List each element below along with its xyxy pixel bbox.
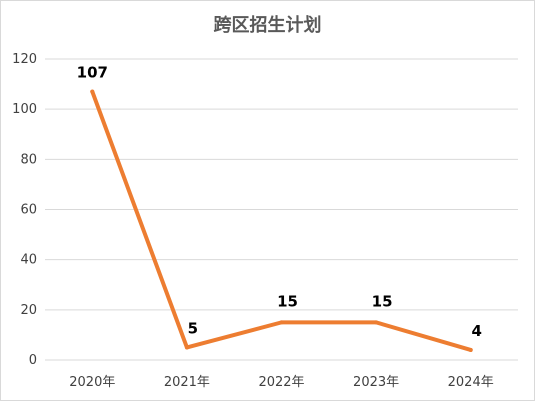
data-point xyxy=(468,347,473,352)
data-label: 15 xyxy=(372,292,393,310)
x-tick-label: 2023年 xyxy=(353,375,399,390)
y-tick-label: 20 xyxy=(20,303,37,318)
x-tick-label: 2022年 xyxy=(258,375,304,390)
y-tick-label: 80 xyxy=(20,152,37,167)
gridlines xyxy=(45,58,518,361)
data-label: 4 xyxy=(471,322,481,340)
y-tick-label: 0 xyxy=(29,353,37,368)
x-tick-label: 2024年 xyxy=(448,375,494,390)
x-tick-label: 2020年 xyxy=(69,375,115,390)
data-point xyxy=(374,320,379,325)
data-label: 5 xyxy=(188,319,198,337)
x-tick-label: 2021年 xyxy=(164,375,210,390)
y-tick-label: 40 xyxy=(20,253,37,268)
data-labels: 107 5 15 15 4 xyxy=(77,64,482,340)
y-tick-label: 120 xyxy=(12,52,37,67)
x-axis-labels: 2020年 2021年 2022年 2023年 2024年 xyxy=(69,375,493,390)
series-layer xyxy=(90,89,473,352)
data-point xyxy=(184,345,189,350)
y-axis-labels: 0 20 40 60 80 100 120 xyxy=(12,52,37,368)
y-tick-label: 60 xyxy=(20,203,37,218)
series-line xyxy=(90,89,473,352)
y-tick-label: 100 xyxy=(12,102,37,117)
chart-title: 跨区招生计划 xyxy=(213,15,322,36)
data-point xyxy=(90,89,95,94)
data-label: 107 xyxy=(77,64,108,82)
data-point xyxy=(279,320,284,325)
data-label: 15 xyxy=(277,292,298,310)
